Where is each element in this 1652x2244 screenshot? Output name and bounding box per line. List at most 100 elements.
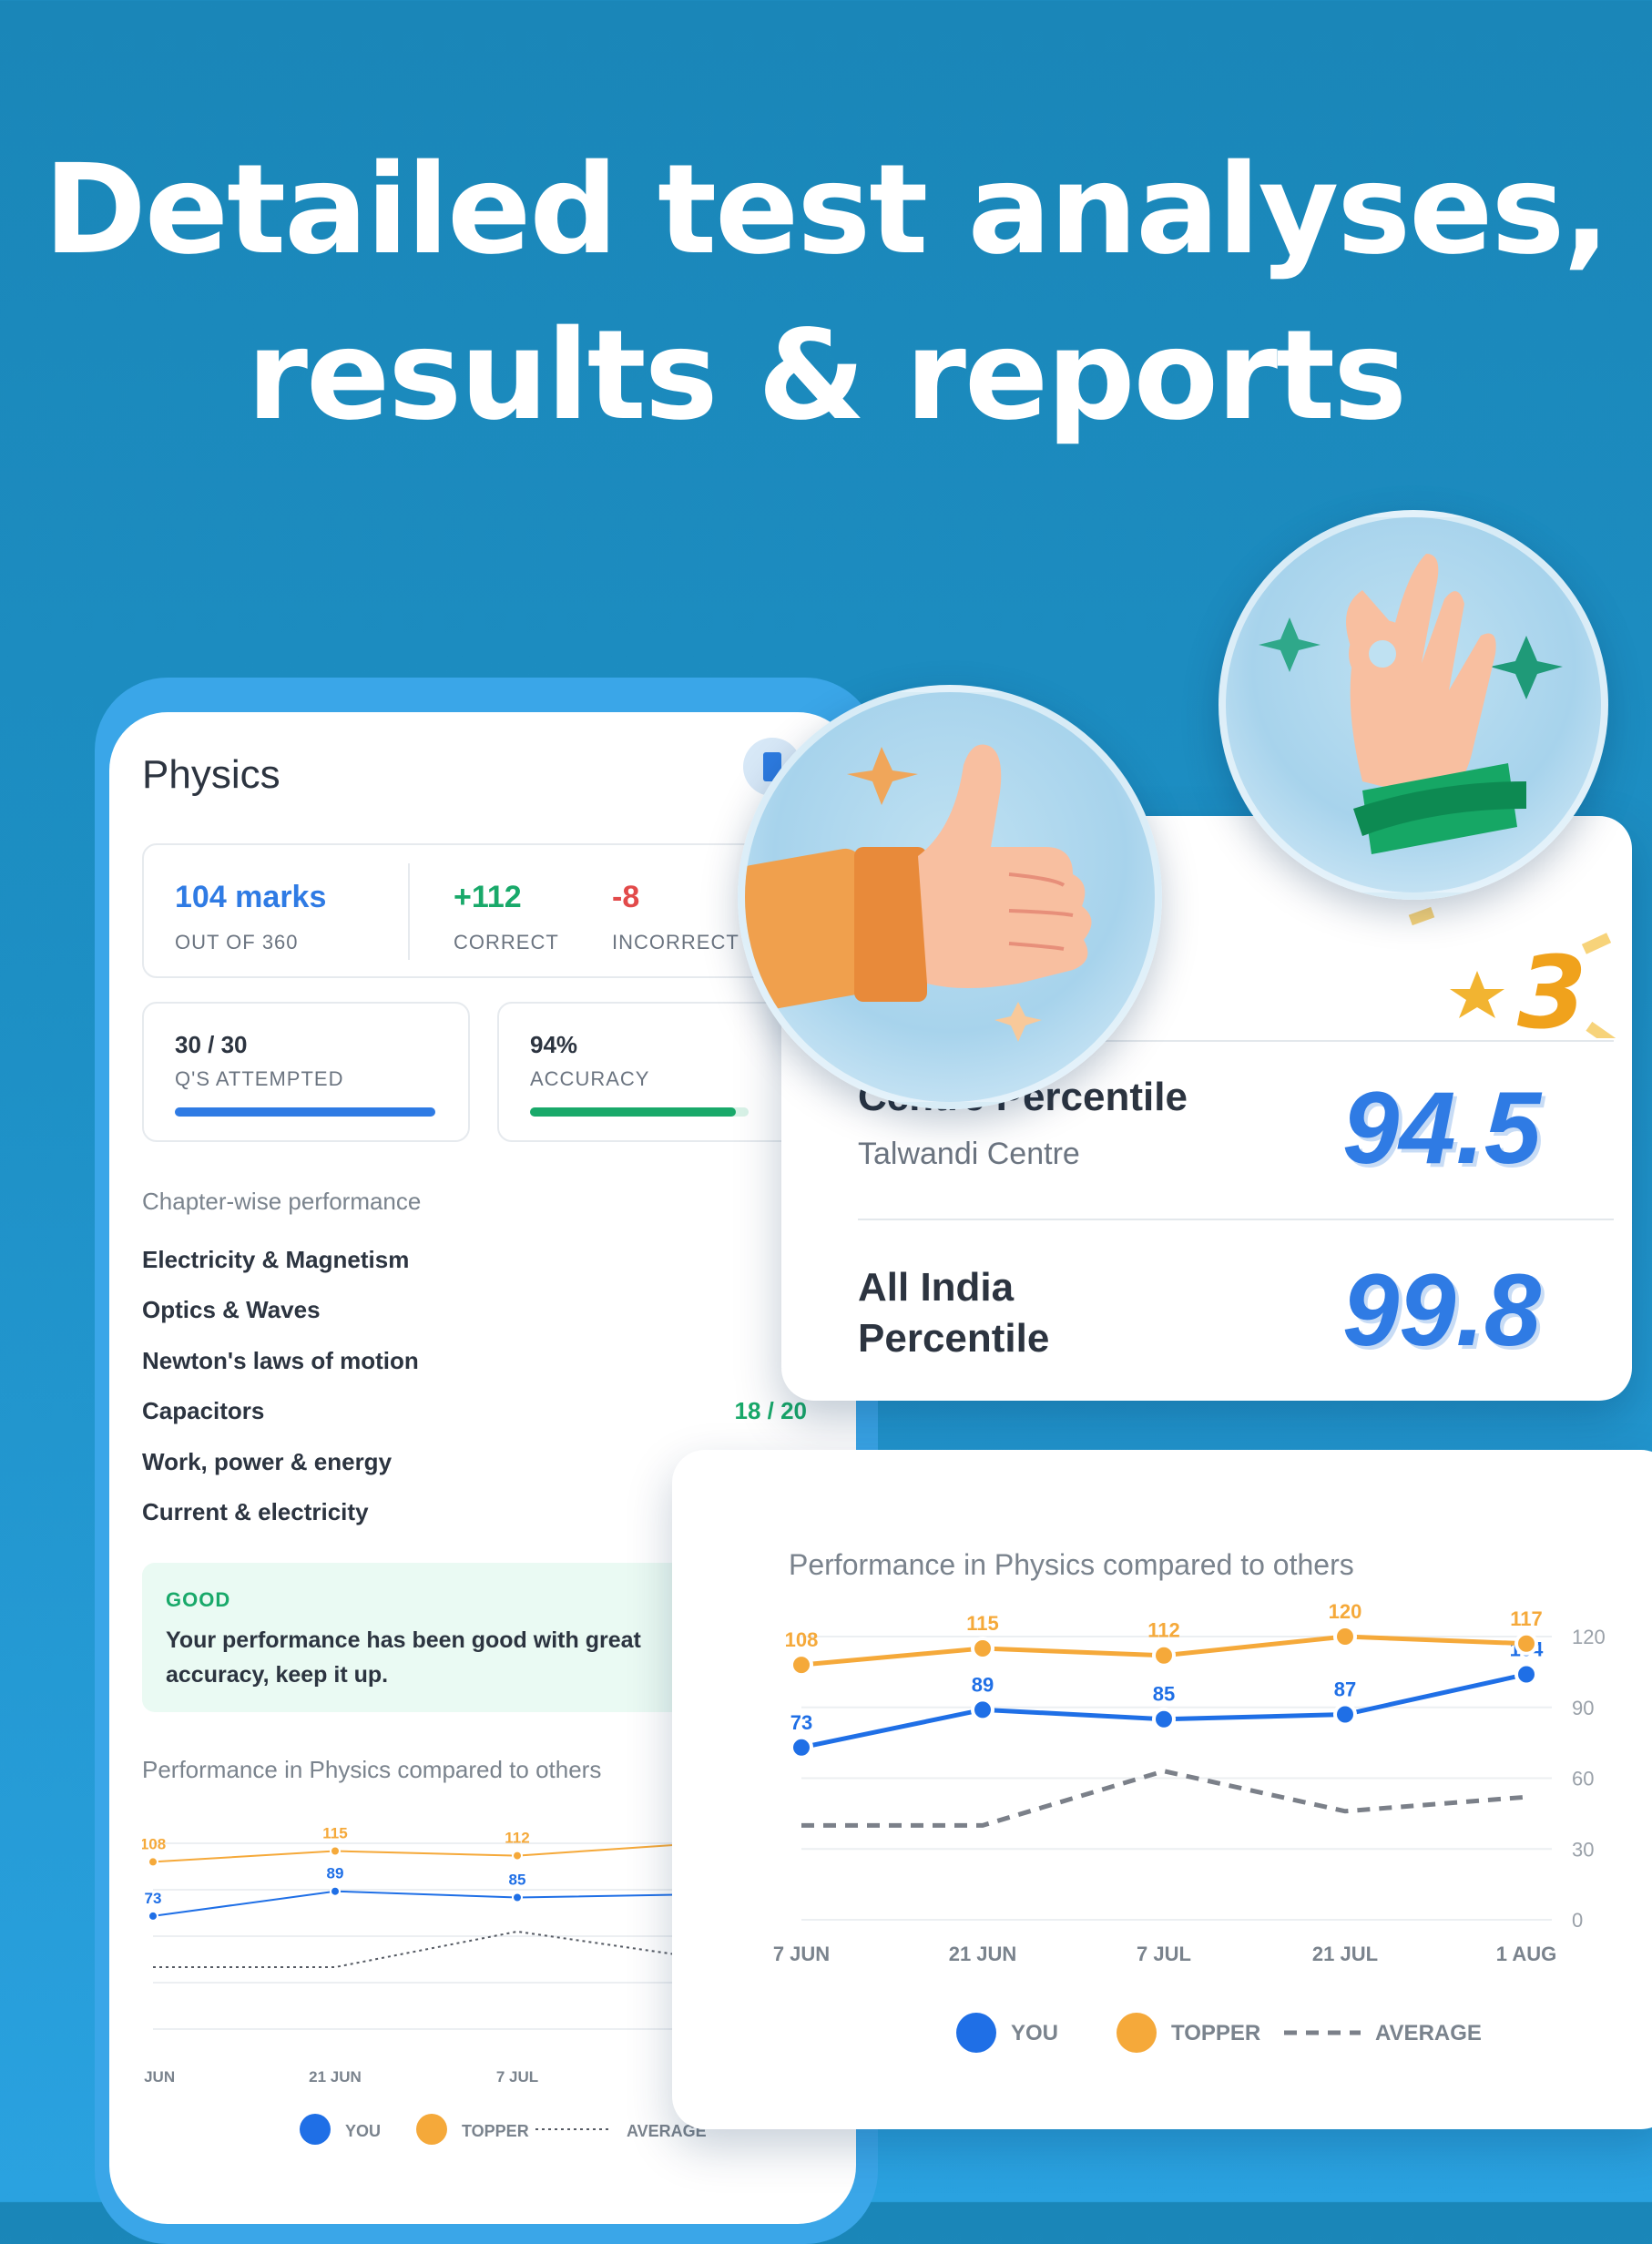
- data-label: 87: [1334, 1678, 1356, 1701]
- data-label: 120: [1329, 1600, 1362, 1623]
- data-label: 108: [785, 1628, 819, 1651]
- accuracy-progress-track: [530, 1107, 749, 1117]
- data-label: 108: [142, 1835, 166, 1852]
- all-india-percentile-label: All India Percentile: [858, 1265, 1050, 1361]
- data-label: 115: [322, 1825, 347, 1842]
- accuracy-progress-fill: [530, 1107, 736, 1117]
- centre-name: Talwandi Centre: [858, 1137, 1080, 1171]
- data-point: [1152, 1643, 1176, 1668]
- y-tick-label: 0: [1572, 1909, 1583, 1932]
- rank-number: 3: [1517, 934, 1587, 1038]
- data-label: 85: [509, 1872, 526, 1889]
- series-line-you: [152, 1890, 700, 1917]
- data-label: 89: [327, 1865, 344, 1882]
- data-point: [148, 1856, 158, 1868]
- data-point: [1514, 1631, 1538, 1656]
- data-point: [512, 1850, 523, 1862]
- centre-percentile-value: 94.5: [1342, 1071, 1541, 1185]
- data-point: [330, 1885, 341, 1897]
- separator: [858, 1219, 1614, 1220]
- data-label: 73: [145, 1890, 162, 1907]
- chapter-row[interactable]: Electricity & Magnetism 20: [142, 1246, 834, 1282]
- chapter-row[interactable]: Capacitors 18 / 20: [142, 1397, 834, 1433]
- thumbs-up-illustration: [738, 685, 1162, 1109]
- small-chart-title: Performance in Physics compared to other…: [142, 1756, 602, 1783]
- data-point: [1514, 1662, 1538, 1687]
- correct-value: +112: [454, 880, 522, 914]
- chart-title: Performance in Physics compared to other…: [789, 1548, 1354, 1581]
- y-tick-label: 90: [1572, 1697, 1594, 1719]
- data-point: [1152, 1707, 1176, 1731]
- rank-badge: 3: [1408, 906, 1616, 1038]
- legend-label: TOPPER: [462, 2122, 529, 2140]
- attempted-caption: Q'S ATTEMPTED: [175, 1067, 344, 1090]
- accuracy-caption: ACCURACY: [530, 1067, 650, 1090]
- performance-chart-card: 0 30 60 90 120 7 JUN 21 JUN 7 JUL 21 JUL 1 AUG 73 8…: [672, 1450, 1652, 2129]
- accuracy-value: 94%: [530, 1031, 578, 1058]
- incorrect-value: -8: [612, 880, 640, 914]
- chapter-name: Newton's laws of motion: [142, 1347, 419, 1374]
- chapter-row[interactable]: Current & electricity: [142, 1498, 834, 1535]
- chapter-row[interactable]: Newton's laws of motion 24: [142, 1347, 834, 1383]
- data-label: 73: [790, 1711, 812, 1734]
- series-line-average: [153, 1930, 700, 1968]
- chapter-name: Electricity & Magnetism: [142, 1246, 410, 1273]
- legend-label: YOU: [345, 2122, 381, 2140]
- separator: [858, 1040, 1614, 1042]
- series-line-average: [801, 1769, 1527, 1828]
- data-label: 112: [505, 1830, 529, 1847]
- data-label: 89: [972, 1673, 994, 1696]
- data-label: 115: [966, 1612, 999, 1635]
- y-tick-label: 120: [1572, 1626, 1606, 1648]
- attempted-progress-track: [175, 1107, 435, 1117]
- chapter-name: Optics & Waves: [142, 1296, 321, 1323]
- score-card: 104 marks OUT OF 360 +112 CORRECT -8 INC…: [142, 843, 838, 978]
- legend-swatch: [300, 2114, 331, 2145]
- chapter-name: Work, power & energy: [142, 1448, 393, 1475]
- headline-line-2: results & reports: [246, 304, 1407, 448]
- marks-caption: OUT OF 360: [175, 931, 299, 954]
- chapter-name: Capacitors: [142, 1397, 265, 1424]
- thumbs-up-icon: [745, 744, 1092, 1042]
- legend-swatch: [1117, 2013, 1157, 2053]
- headline: Detailed test analyses, results & report…: [0, 128, 1652, 459]
- chapter-row[interactable]: Optics & Waves 16: [142, 1296, 834, 1332]
- ok-hand-icon: [1259, 554, 1563, 854]
- data-point: [971, 1636, 994, 1660]
- attempted-card: 30 / 30 Q'S ATTEMPTED: [142, 1002, 470, 1142]
- legend-swatch: [956, 2013, 996, 2053]
- data-point: [1333, 1625, 1357, 1648]
- x-tick-label: 7 JUL: [496, 2068, 538, 2086]
- legend-label: TOPPER: [1171, 2021, 1260, 2045]
- data-point: [790, 1653, 813, 1678]
- legend-label: AVERAGE: [627, 2122, 707, 2140]
- ok-hand-illustration: [1219, 510, 1608, 900]
- data-label: 85: [1153, 1683, 1175, 1706]
- confetti-shape: [1581, 933, 1612, 954]
- y-tick-label: 30: [1572, 1838, 1594, 1861]
- data-label: 117: [1510, 1607, 1543, 1630]
- data-point: [971, 1698, 994, 1722]
- incorrect-caption: INCORRECT: [612, 931, 739, 954]
- x-tick-label: 21 JUN: [309, 2068, 362, 2086]
- attempted-progress-fill: [175, 1107, 435, 1117]
- data-point: [790, 1735, 813, 1760]
- x-tick-label: 1 AUG: [1496, 1943, 1556, 1965]
- legend-label: YOU: [1011, 2021, 1058, 2045]
- chapter-name: Current & electricity: [142, 1498, 369, 1525]
- confetti-shape: [1586, 1021, 1616, 1038]
- correct-caption: CORRECT: [454, 931, 559, 954]
- legend-label: AVERAGE: [1375, 2021, 1482, 2045]
- y-tick-label: 60: [1572, 1768, 1594, 1790]
- data-point: [330, 1845, 341, 1857]
- marks-value: 104 marks: [175, 880, 327, 914]
- all-india-percentile-value: 99.8: [1342, 1253, 1541, 1367]
- feedback-message: Your performance has been good with grea…: [166, 1627, 641, 1688]
- chapter-row[interactable]: Work, power & energy: [142, 1448, 834, 1484]
- score-divider: [408, 863, 410, 960]
- x-tick-label: 7 JUN: [142, 2068, 175, 2086]
- series-line-topper: [152, 1842, 700, 1863]
- chapter-performance-title: Chapter-wise performance: [142, 1188, 422, 1215]
- data-label: 112: [1147, 1619, 1180, 1642]
